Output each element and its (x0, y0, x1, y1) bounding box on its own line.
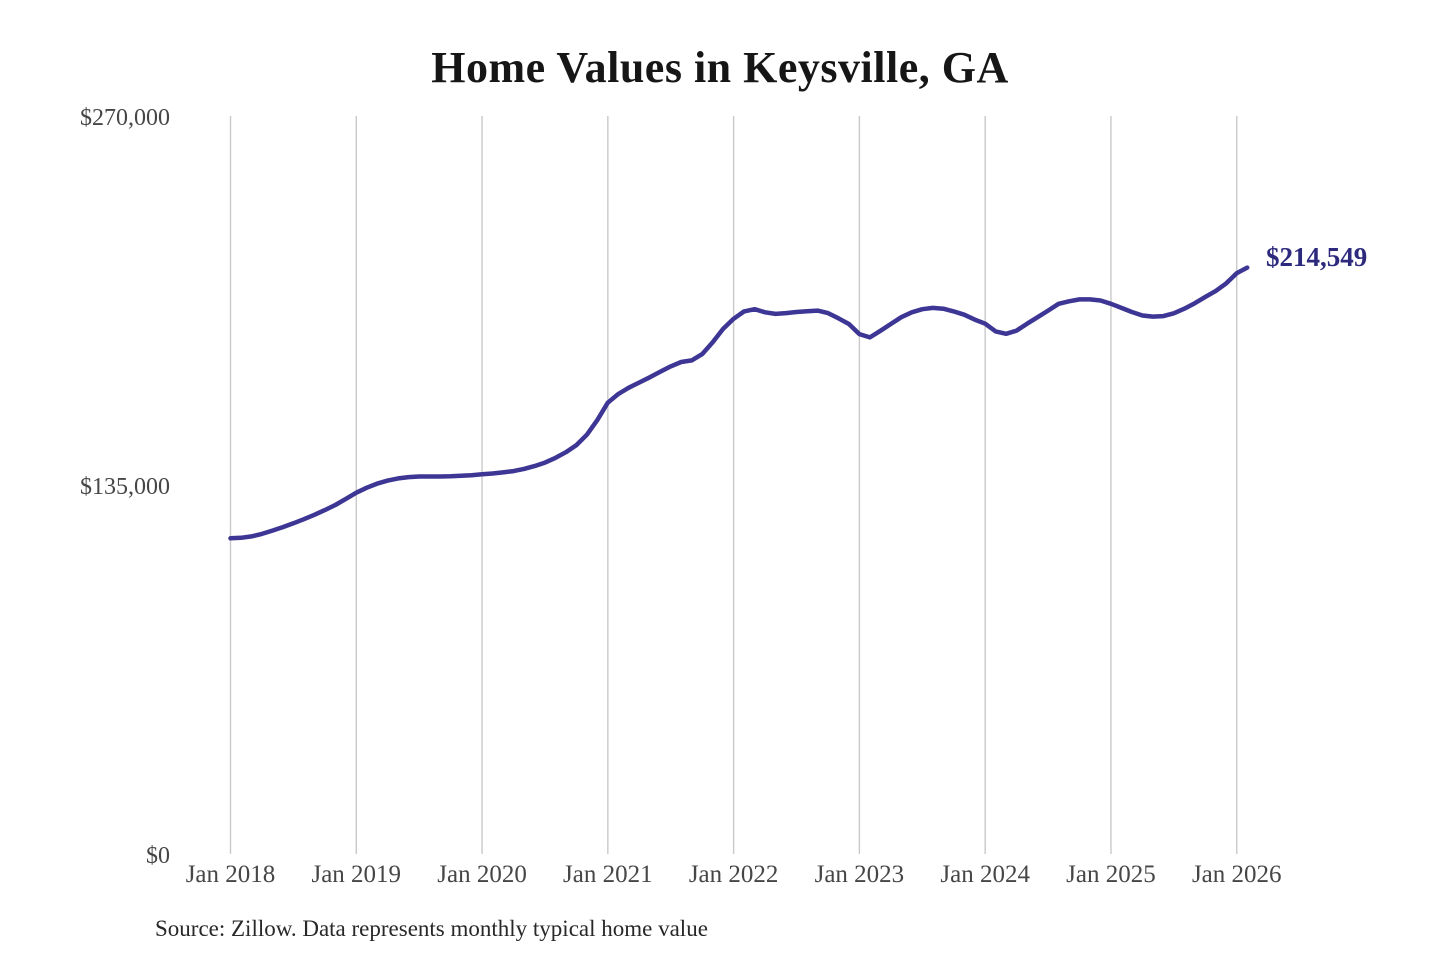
y-axis-tick-labels: $0 $135,000 $270,000 (80, 105, 170, 869)
y-axis-tick-label: $270,000 (80, 105, 170, 131)
x-axis-tick-label: Jan 2022 (689, 861, 779, 888)
x-axis-tick-label: Jan 2019 (311, 861, 401, 888)
x-axis-tick-label: Jan 2025 (1066, 861, 1156, 888)
x-axis-tick-label: Jan 2021 (563, 861, 653, 888)
y-axis-tick-label: $0 (146, 843, 170, 869)
x-axis-tick-label: Jan 2023 (815, 861, 905, 888)
chart-title: Home Values in Keysville, GA (431, 43, 1009, 92)
latest-value-annotation: $214,549 (1266, 242, 1368, 272)
y-axis-tick-label: $135,000 (80, 474, 170, 500)
x-axis-tick-label: Jan 2024 (940, 861, 1030, 888)
x-axis-tick-label: Jan 2020 (437, 861, 527, 888)
source-note: Source: Zillow. Data represents monthly … (155, 916, 708, 941)
home-value-line (228, 265, 1250, 541)
x-axis-tick-label: Jan 2018 (186, 861, 276, 888)
x-axis-tick-label: Jan 2026 (1192, 861, 1282, 888)
gridlines-group (229, 116, 1238, 854)
x-axis-tick-labels: Jan 2018 Jan 2019 Jan 2020 Jan 2021 Jan 2022… (186, 861, 1282, 888)
